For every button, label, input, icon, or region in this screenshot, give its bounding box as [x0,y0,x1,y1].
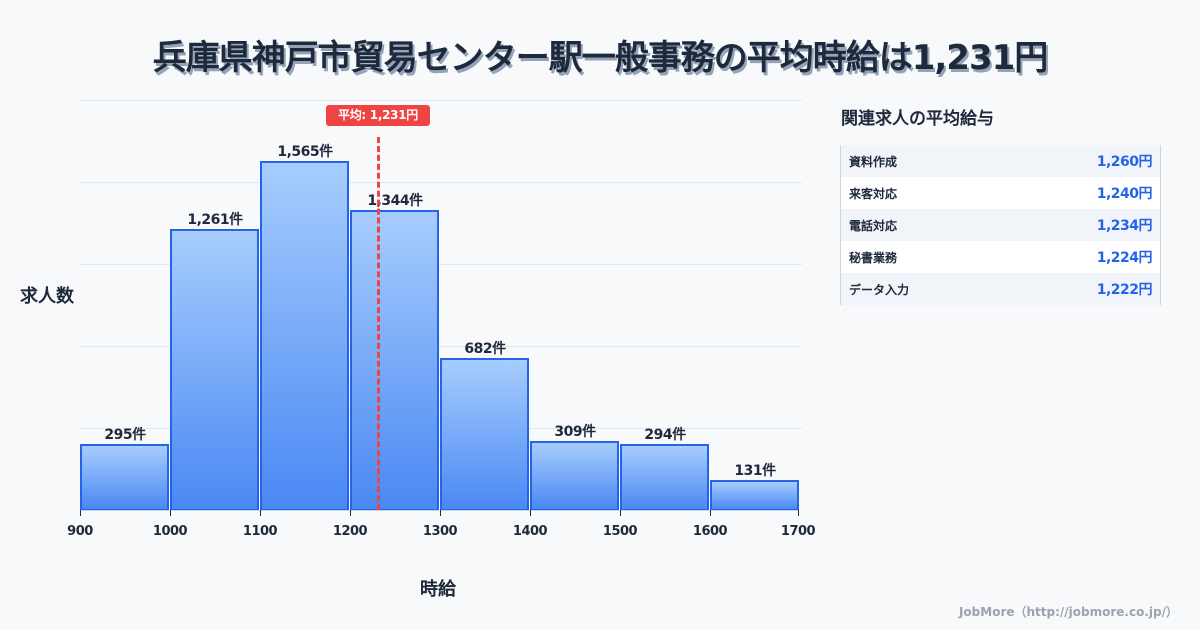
gridline [80,182,802,183]
x-tick-label: 900 [67,524,93,539]
gridline [80,264,802,265]
histogram-bar [440,358,529,511]
footer-credit: JobMore（http://jobmore.co.jp/） [958,605,1178,619]
x-axis-line [80,510,799,511]
gridline [80,100,802,101]
list-item: データ入力 1,222円 [841,273,1160,305]
x-tick-label: 1600 [692,524,728,539]
x-axis-label: 時給 [420,579,456,600]
bar-value-label: 1,565件 [277,144,333,160]
mean-badge: 平均: 1,231円 [326,105,430,126]
gridline [80,346,802,347]
x-tick-label: 1700 [780,524,816,539]
x-tick-label: 1500 [602,524,638,539]
histogram-bar [530,441,619,511]
list-item: 来客対応 1,240円 [841,177,1160,209]
bar-value-label: 1,261件 [187,212,243,228]
x-tick-label: 1000 [152,524,188,539]
job-salary: 1,224円 [1096,250,1153,266]
bar-value-label: 682件 [464,341,506,357]
job-name: 資料作成 [849,154,898,169]
bar-value-label: 309件 [554,424,596,440]
x-tick [350,510,351,516]
histogram-bar [260,161,349,511]
histogram-bar [80,444,169,511]
job-name: 電話対応 [849,218,898,233]
y-axis-label: 求人数 [20,286,74,307]
job-name: 秘書業務 [849,250,898,265]
job-name: データ入力 [849,282,910,297]
x-tick [170,510,171,516]
bar-value-label: 294件 [644,427,686,443]
x-tick [530,510,531,516]
x-tick [80,510,81,516]
job-salary: 1,222円 [1096,282,1153,298]
x-tick [260,510,261,516]
histogram-bar [350,210,439,511]
histogram-bar [170,229,259,511]
job-salary: 1,234円 [1096,218,1153,234]
x-tick-label: 1100 [242,524,278,539]
bar-value-label: 131件 [734,463,776,479]
histogram-chart: 求人数 295件 1,261件 1,565件 1,344件 682件 309件 … [20,100,816,600]
side-panel-title: 関連求人の平均給与 [841,109,994,129]
list-item: 電話対応 1,234円 [841,209,1160,241]
job-salary: 1,240円 [1096,186,1153,202]
bar-value-label: 295件 [104,427,146,443]
x-tick-label: 1400 [512,524,548,539]
x-tick-label: 1200 [332,524,368,539]
related-salary-list: 資料作成 1,260円 来客対応 1,240円 電話対応 1,234円 秘書業務… [840,145,1161,305]
x-tick-label: 1300 [422,524,458,539]
x-tick [710,510,711,516]
x-tick [798,510,799,516]
page-title: 兵庫県神戸市貿易センター駅一般事務の平均時給は1,231円 [152,38,1049,78]
job-name: 来客対応 [849,186,898,201]
list-item: 資料作成 1,260円 [841,145,1160,177]
x-tick [620,510,621,516]
bar-value-label: 1,344件 [367,193,423,209]
list-item: 秘書業務 1,224円 [841,241,1160,273]
histogram-bar [710,480,799,511]
mean-line [377,137,380,510]
job-salary: 1,260円 [1096,154,1153,170]
x-tick [440,510,441,516]
